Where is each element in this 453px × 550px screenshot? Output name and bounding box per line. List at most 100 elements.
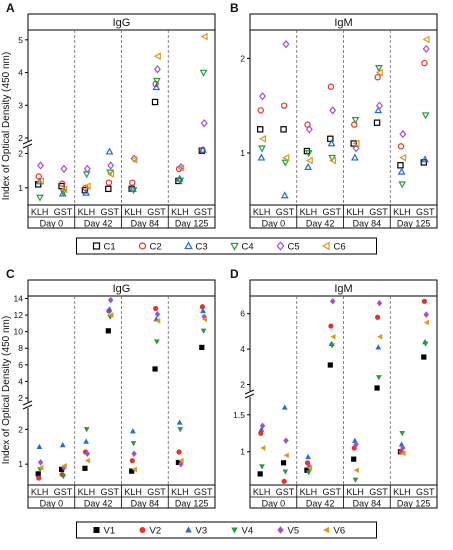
panel-letter: D bbox=[230, 267, 239, 281]
axis-break bbox=[244, 389, 255, 395]
axis-break bbox=[22, 400, 33, 406]
category-label: KLH bbox=[253, 487, 271, 497]
data-point-c3 bbox=[397, 167, 406, 175]
data-point-c1 bbox=[420, 159, 428, 166]
category-label: GST bbox=[369, 207, 388, 217]
data-points bbox=[34, 32, 208, 202]
data-point-c5 bbox=[352, 144, 360, 153]
data-point-c5 bbox=[422, 44, 430, 54]
data-point-c6 bbox=[282, 153, 290, 162]
data-point-v3 bbox=[305, 453, 311, 460]
category-label: GST bbox=[54, 487, 73, 497]
data-point-v4 bbox=[399, 431, 406, 437]
category-label: KLH bbox=[171, 487, 189, 497]
legend-bottom: V1 V2 V3 V4 V5 V6 bbox=[76, 521, 377, 539]
data-point-c4 bbox=[374, 65, 383, 73]
category-label: KLH bbox=[78, 487, 96, 497]
data-point-c4 bbox=[281, 159, 290, 167]
data-point-c5 bbox=[399, 129, 407, 139]
data-point-c6 bbox=[130, 155, 138, 164]
data-point-v1 bbox=[199, 344, 205, 351]
data-point-c6 bbox=[352, 139, 360, 148]
category-label: KLH bbox=[31, 207, 49, 217]
data-point-c5 bbox=[37, 161, 45, 170]
data-point-c3 bbox=[199, 145, 207, 153]
data-point-v2 bbox=[176, 449, 182, 455]
panel-letter: A bbox=[6, 1, 15, 15]
category-label: GST bbox=[194, 487, 213, 497]
axis-break-gap bbox=[24, 402, 32, 408]
data-point-c5 bbox=[329, 106, 337, 115]
data-point-c2 bbox=[35, 173, 42, 180]
data-point-v2 bbox=[153, 305, 159, 312]
data-point-c4 bbox=[398, 181, 407, 189]
legend-marker-c3 bbox=[184, 241, 193, 250]
group-label: Day 0 bbox=[40, 219, 64, 229]
category-label: KLH bbox=[31, 487, 49, 497]
data-point-c4 bbox=[59, 189, 68, 197]
data-point-v6 bbox=[201, 316, 208, 323]
data-point-c1 bbox=[327, 135, 334, 142]
axis-break bbox=[22, 404, 33, 410]
data-point-v3 bbox=[375, 344, 382, 350]
y-tick-label: 6 bbox=[240, 309, 245, 319]
panel-title: IgG bbox=[113, 283, 131, 295]
group-label: Day 84 bbox=[131, 499, 160, 509]
legend-top: C1 C2 C3 C4 C5 C6 bbox=[76, 237, 377, 255]
category-label: KLH bbox=[300, 487, 318, 497]
group-label: Day 84 bbox=[353, 219, 382, 229]
y-tick-label: 2 bbox=[18, 148, 23, 158]
y-tick-label: 2 bbox=[240, 379, 245, 389]
data-point-c1 bbox=[373, 119, 381, 126]
data-point-c2 bbox=[421, 59, 428, 67]
data-point-c6 bbox=[258, 134, 266, 143]
axis-break-gap bbox=[246, 391, 254, 397]
legend-label-v4: V4 bbox=[242, 526, 254, 537]
category-label: KLH bbox=[124, 487, 142, 497]
data-point-c3 bbox=[82, 188, 91, 196]
category-label: GST bbox=[194, 207, 213, 217]
data-point-v3 bbox=[130, 428, 136, 434]
data-point-v4 bbox=[200, 328, 207, 334]
category-label: KLH bbox=[346, 487, 364, 497]
y-tick-label: 4 bbox=[18, 376, 23, 386]
legend-marker-v6 bbox=[323, 526, 330, 534]
group-label: Day 125 bbox=[175, 219, 209, 229]
group-label: Day 0 bbox=[40, 499, 64, 509]
data-point-v1 bbox=[257, 471, 263, 477]
panel-letter: C bbox=[6, 267, 15, 281]
legend-box bbox=[76, 521, 377, 539]
y-tick-label: 4 bbox=[18, 68, 23, 78]
y-tick-label: 4 bbox=[240, 344, 245, 354]
data-point-c5 bbox=[60, 164, 68, 174]
legend-marker-v3 bbox=[185, 526, 192, 533]
y-tick-label: 3 bbox=[18, 100, 23, 110]
data-point-c4 bbox=[36, 194, 44, 202]
data-point-v6 bbox=[178, 457, 184, 464]
data-point-v5 bbox=[329, 298, 336, 305]
data-point-c2 bbox=[129, 179, 136, 186]
data-point-v4 bbox=[130, 441, 137, 447]
data-point-v4 bbox=[305, 470, 312, 476]
data-point-v6 bbox=[283, 452, 289, 459]
legend-label-v5: V5 bbox=[288, 526, 300, 537]
data-point-v4 bbox=[329, 343, 335, 349]
y-tick-label: 2 bbox=[18, 393, 23, 403]
group-label: Day 42 bbox=[306, 219, 335, 229]
data-point-v5 bbox=[259, 422, 266, 430]
panel-title: IgM bbox=[334, 17, 352, 29]
y-tick-label: 10 bbox=[14, 327, 24, 337]
data-point-c4 bbox=[82, 171, 91, 179]
data-point-c3 bbox=[351, 153, 359, 161]
axis-break bbox=[22, 143, 33, 149]
legend-label-c4: C4 bbox=[242, 242, 254, 253]
category-label: KLH bbox=[300, 207, 318, 217]
legend-marker-c2 bbox=[138, 242, 147, 250]
data-point-c4 bbox=[421, 112, 430, 120]
data-point-v5 bbox=[84, 450, 91, 457]
data-point-v6 bbox=[108, 312, 114, 318]
data-point-v2 bbox=[375, 314, 381, 320]
legend-label-c5: C5 bbox=[288, 242, 300, 253]
data-point-v4 bbox=[376, 375, 382, 381]
